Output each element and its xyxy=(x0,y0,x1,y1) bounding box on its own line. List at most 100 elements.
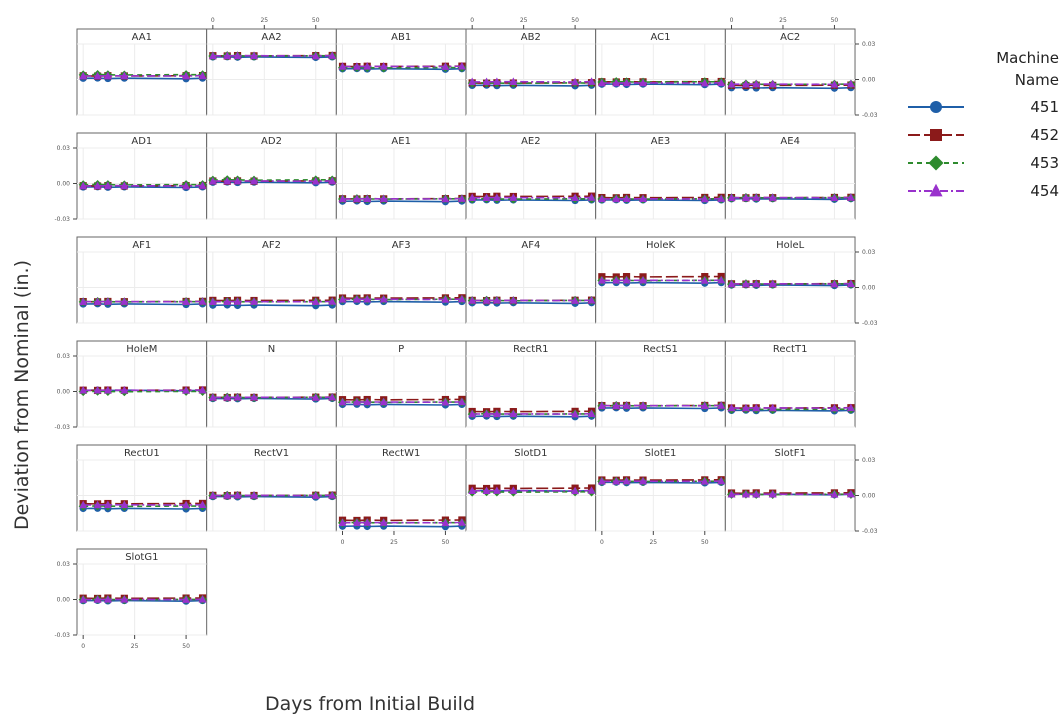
data-point xyxy=(198,181,207,189)
data-point xyxy=(338,62,347,70)
data-point xyxy=(363,194,372,203)
x-axis-top: 0 25 50 xyxy=(470,17,579,29)
data-point xyxy=(509,486,518,494)
data-point xyxy=(352,62,361,70)
data-point xyxy=(79,71,88,80)
data-point xyxy=(509,193,518,201)
data-point xyxy=(482,77,491,86)
data-point xyxy=(830,490,839,498)
panel-rects1: RectS1 xyxy=(595,340,726,428)
data-point xyxy=(717,194,726,202)
data-point xyxy=(700,194,709,203)
x-axis-bottom: 0 25 50 xyxy=(341,531,449,546)
y-tick-label: 0.00 xyxy=(57,389,71,396)
series-454 xyxy=(79,385,207,394)
data-point xyxy=(311,393,320,401)
panel-af3: AF3 xyxy=(335,236,467,324)
data-point xyxy=(468,296,477,304)
x-tick-label: 25 xyxy=(390,539,398,546)
data-point xyxy=(587,409,596,417)
legend-label: 451 xyxy=(1030,98,1059,116)
data-point xyxy=(571,193,580,202)
data-point xyxy=(441,397,450,406)
x-tick-label: 0 xyxy=(81,643,85,650)
data-point xyxy=(752,403,761,412)
data-point xyxy=(208,176,217,185)
panel-title: SlotD1 xyxy=(514,448,547,459)
y-tick-label: -0.03 xyxy=(862,112,878,119)
data-point xyxy=(587,193,596,201)
series-454 xyxy=(468,486,596,495)
data-point xyxy=(846,79,855,88)
x-tick-label: 0 xyxy=(730,17,734,24)
data-point xyxy=(768,193,777,201)
data-point xyxy=(612,401,621,409)
data-point xyxy=(482,486,491,495)
data-point xyxy=(846,489,855,498)
panel-ae2: AE2 xyxy=(465,132,597,220)
data-point xyxy=(492,77,501,85)
data-point xyxy=(328,176,337,185)
legend-marker xyxy=(930,101,942,113)
data-point xyxy=(79,297,88,305)
panel-title: RectT1 xyxy=(773,344,808,355)
data-point xyxy=(79,595,88,603)
data-point xyxy=(233,297,242,305)
data-point xyxy=(250,491,258,499)
panel-title: HoleK xyxy=(646,240,676,251)
panel-grid: AA1 AA2 AB1 AB2 AC1 AC2 AD1 AD2 AE1 AE2 AE3 AE4 AF1 A… xyxy=(76,28,856,636)
legend-label: 452 xyxy=(1030,126,1059,144)
data-point xyxy=(492,193,501,201)
data-point xyxy=(457,397,466,406)
series-454 xyxy=(208,51,337,60)
data-point xyxy=(120,71,129,80)
panel-ad2: AD2 xyxy=(206,132,337,220)
data-point xyxy=(363,62,372,70)
panel-title: AF3 xyxy=(392,240,411,251)
data-point xyxy=(846,403,855,412)
data-point xyxy=(571,77,580,86)
series-454 xyxy=(597,476,726,485)
data-point xyxy=(587,295,596,304)
x-tick-label: 50 xyxy=(831,17,839,24)
data-point xyxy=(363,518,372,526)
data-point xyxy=(639,275,647,284)
data-point xyxy=(103,71,112,80)
series-454 xyxy=(468,77,596,86)
data-point xyxy=(379,294,388,303)
legend-title: Name xyxy=(1015,71,1059,89)
series-454 xyxy=(338,194,466,203)
y-tick-label: 0.03 xyxy=(862,249,876,256)
data-point xyxy=(120,297,129,305)
panel-title: AD1 xyxy=(131,136,152,147)
data-point xyxy=(830,279,839,288)
data-point xyxy=(328,490,337,499)
y-axis-left: -0.03 0.00 0.03 xyxy=(54,145,77,223)
x-tick-label: 50 xyxy=(571,17,579,24)
panel-n: N xyxy=(206,340,337,428)
data-point xyxy=(93,385,102,394)
data-point xyxy=(328,392,337,401)
x-tick-label: 0 xyxy=(470,17,474,24)
panel-title: SlotF1 xyxy=(775,448,806,459)
data-point xyxy=(587,486,596,494)
series-454 xyxy=(727,489,855,498)
data-point xyxy=(741,79,750,88)
panel-rectw1: RectW1 xyxy=(335,444,467,532)
data-point xyxy=(492,409,501,418)
legend-marker xyxy=(929,183,943,197)
panel-title: AE3 xyxy=(651,136,671,147)
legend: Machine Name 451 452 453 454 xyxy=(908,49,1059,200)
data-point xyxy=(612,276,621,284)
panel-title: AC2 xyxy=(780,32,800,43)
panel-rectv1: RectV1 xyxy=(206,444,337,532)
series-454 xyxy=(79,500,207,509)
series-454 xyxy=(727,193,855,202)
y-tick-label: -0.03 xyxy=(862,320,878,327)
data-point xyxy=(93,71,102,80)
x-axis-bottom: 0 25 50 xyxy=(81,635,190,650)
series-454 xyxy=(468,193,596,202)
y-tick-label: 0.03 xyxy=(57,353,71,360)
x-axis-title: Days from Initial Build xyxy=(265,693,475,715)
y-tick-label: 0.03 xyxy=(57,561,71,568)
